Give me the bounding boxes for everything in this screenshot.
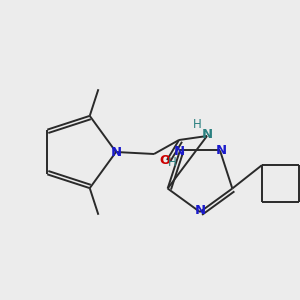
Text: O: O <box>159 154 171 166</box>
Text: N: N <box>215 144 226 157</box>
Text: N: N <box>173 145 184 158</box>
Text: N: N <box>194 205 206 218</box>
Text: H: H <box>168 156 176 169</box>
Text: N: N <box>201 128 213 142</box>
Text: H: H <box>193 118 201 130</box>
Text: N: N <box>110 146 122 158</box>
